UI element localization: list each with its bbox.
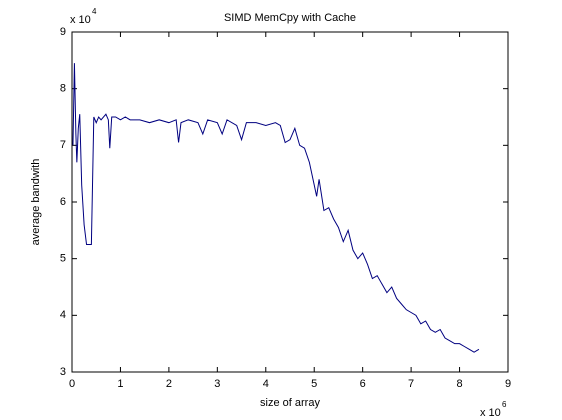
x-tick-label: 0 bbox=[69, 378, 75, 390]
data-line bbox=[72, 63, 480, 353]
x-exponent: 6 bbox=[502, 400, 507, 409]
y-tick-label: 8 bbox=[60, 83, 66, 95]
x-tick-label: 2 bbox=[166, 378, 172, 390]
x-axis-label: size of array bbox=[260, 397, 320, 409]
x-tick-label: 5 bbox=[311, 378, 317, 390]
chart-title: SIMD MemCpy with Cache bbox=[224, 12, 356, 24]
y-multiplier: x 10 bbox=[70, 14, 91, 26]
y-tick-label: 7 bbox=[60, 139, 66, 151]
y-tick-label: 4 bbox=[60, 309, 66, 321]
y-tick-label: 9 bbox=[60, 26, 66, 38]
x-tick-label: 8 bbox=[456, 378, 462, 390]
x-tick-label: 1 bbox=[117, 378, 123, 390]
x-multiplier: x 10 bbox=[480, 407, 501, 419]
y-tick-label: 5 bbox=[60, 253, 66, 265]
x-tick-label: 3 bbox=[214, 378, 220, 390]
x-tick-label: 4 bbox=[263, 378, 269, 390]
y-tick-label: 6 bbox=[60, 196, 66, 208]
y-axis-label: average bandwith bbox=[30, 159, 42, 246]
x-tick-label: 9 bbox=[505, 378, 511, 390]
x-tick-label: 7 bbox=[408, 378, 414, 390]
y-tick-label: 3 bbox=[60, 366, 66, 378]
x-tick-label: 6 bbox=[360, 378, 366, 390]
y-exponent: 4 bbox=[92, 7, 97, 16]
